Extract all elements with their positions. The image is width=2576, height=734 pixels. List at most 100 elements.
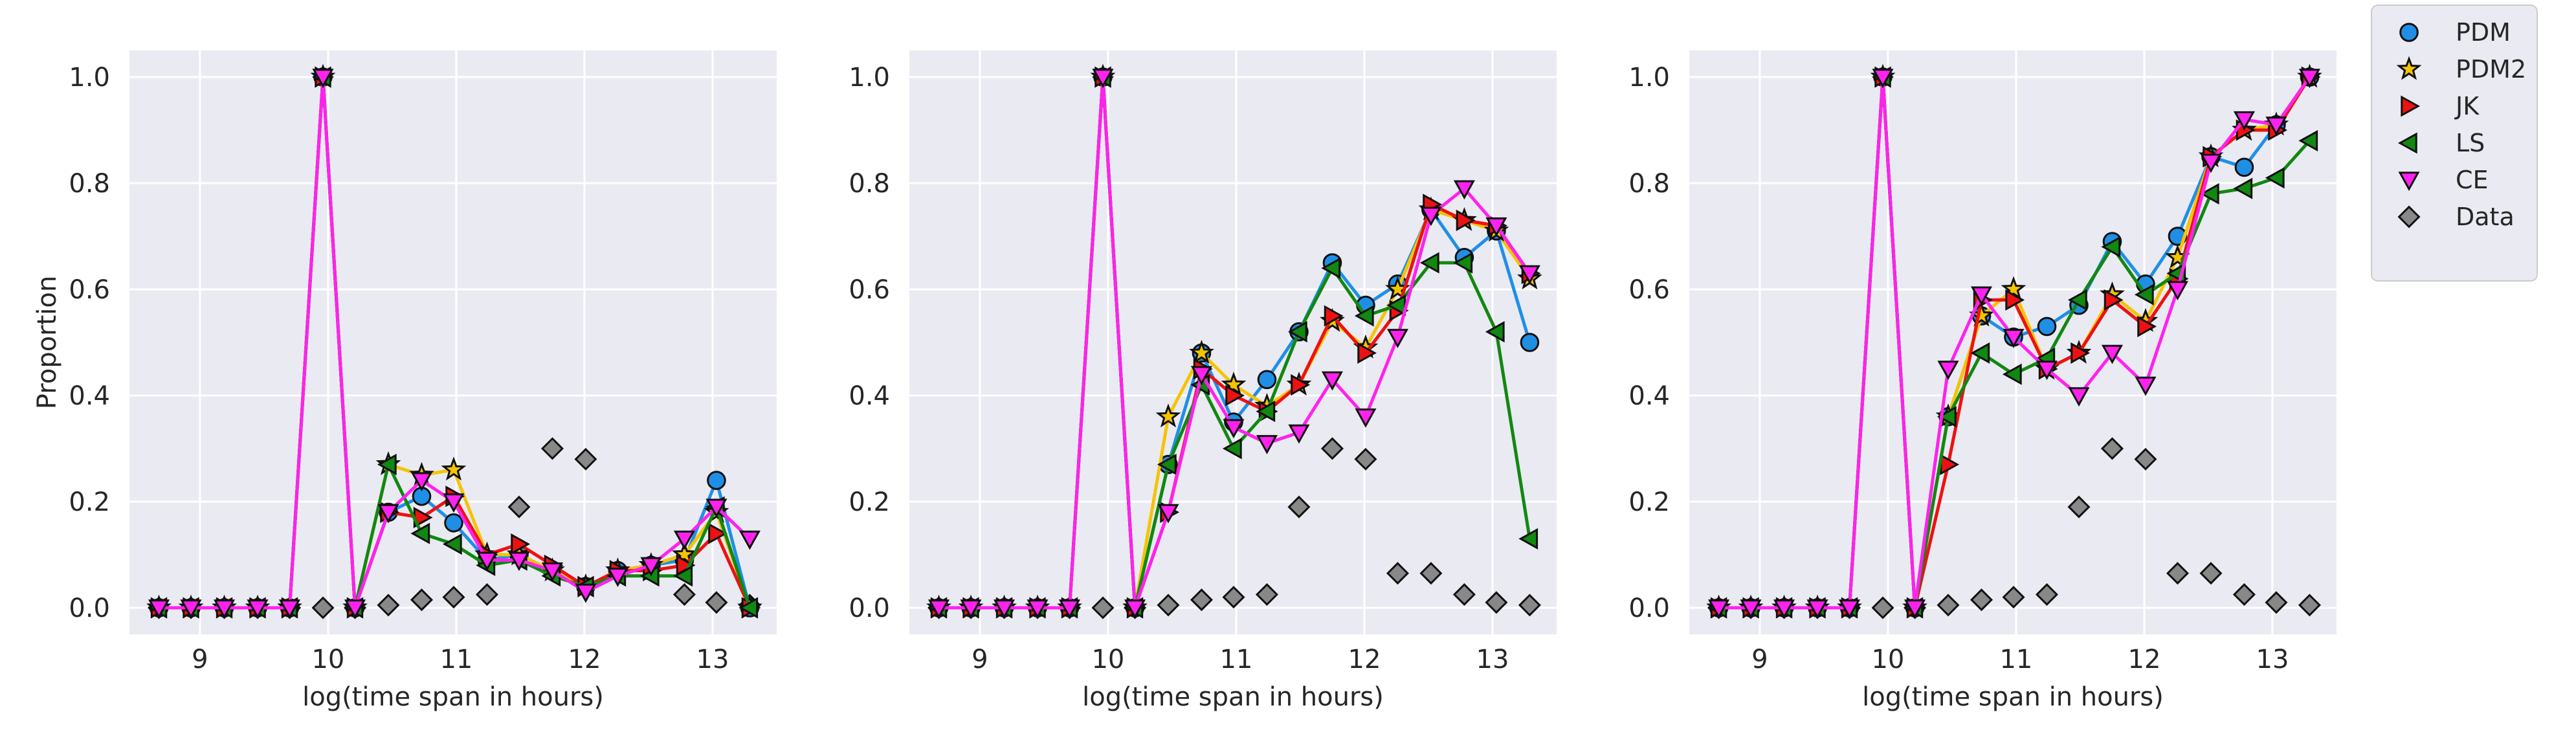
data-point [1419, 252, 1439, 274]
data-point [1321, 371, 1344, 391]
data-point [640, 557, 662, 577]
data-point [1190, 588, 1214, 612]
y-tick-label: 0.6 [849, 275, 890, 305]
data-point [1970, 588, 1993, 612]
y-tick-label: 0.0 [69, 594, 110, 623]
data-point [1806, 599, 1828, 619]
y-axis-label: Proportion [32, 276, 62, 409]
legend-label: LS [2456, 129, 2485, 157]
x-tick-label: 9 [972, 645, 988, 674]
y-tick-label: 0.4 [69, 381, 110, 411]
data-point [1485, 591, 1508, 614]
data-point [410, 472, 433, 492]
data-point [1222, 586, 1245, 609]
panel-2: 9 10 11 12 13 0.0 0.2 0.4 0.6 0.8 1.0 log(time span… [849, 50, 1557, 712]
data-point [1157, 454, 1177, 476]
data-point [1287, 495, 1311, 518]
legend-entry-jk: JK [2401, 92, 2480, 120]
data-point [1420, 206, 1442, 227]
data-point [1320, 437, 1344, 460]
x-tick-label: 10 [311, 645, 344, 674]
data-point [1221, 372, 1247, 396]
data-point [993, 599, 1016, 619]
data-point [1937, 406, 1957, 428]
legend-marker [2396, 56, 2422, 80]
data-point [673, 530, 695, 550]
data-point [960, 599, 982, 619]
data-point [1155, 403, 1181, 428]
data-point [1937, 361, 1959, 381]
data-point [2134, 284, 2154, 306]
legend-entry-pdm2: PDM2 [2396, 55, 2526, 83]
legend-marker [2397, 132, 2417, 154]
data-point [2233, 111, 2255, 131]
data-point [1354, 447, 1377, 471]
data-point [2036, 361, 2058, 381]
data-point [312, 69, 334, 89]
y-tick-label: 0.4 [849, 381, 890, 411]
data-point [1453, 180, 1475, 200]
data-point [410, 522, 430, 544]
data-point [708, 522, 728, 544]
data-point [1838, 599, 1861, 619]
legend-marker [2401, 95, 2421, 117]
data-point [444, 513, 463, 533]
data-point [1871, 596, 1894, 619]
data-point [377, 594, 400, 617]
y-tick-label: 0.2 [69, 487, 110, 517]
data-point [442, 533, 462, 555]
data-point [927, 599, 950, 619]
data-point [2001, 276, 2026, 300]
data-point [705, 591, 728, 614]
panel-1: 9 10 11 12 13 0.0 0.2 0.4 0.6 0.8 1.0 log(time span… [69, 50, 777, 712]
data-point [2101, 344, 2124, 364]
plot-area [129, 50, 777, 634]
y-tick-label: 0.2 [1628, 487, 1670, 517]
data-point [1225, 384, 1245, 406]
data-point [1157, 504, 1179, 524]
data-point [311, 596, 335, 619]
data-point [1970, 286, 1993, 306]
data-point [476, 551, 498, 572]
data-point [213, 599, 236, 619]
data-point [2104, 289, 2124, 311]
data-point [1970, 342, 1990, 364]
y-tick-label: 0.6 [1628, 275, 1670, 305]
data-point [1452, 583, 1476, 606]
data-point [738, 530, 761, 550]
data-point [2037, 317, 2057, 337]
data-point [377, 454, 397, 476]
legend-label: JK [2454, 92, 2480, 120]
data-point [2101, 236, 2121, 258]
data-point [410, 588, 434, 612]
legend-entry-pdm: PDM [2399, 18, 2511, 47]
data-point [2265, 167, 2285, 189]
data-point [2100, 437, 2124, 460]
data-point [738, 597, 759, 619]
data-point [1740, 599, 1762, 619]
data-point [2071, 342, 2091, 364]
data-point [1520, 333, 1540, 352]
data-point [1027, 599, 1049, 619]
data-point [606, 568, 629, 587]
data-point [1189, 339, 1214, 364]
data-point [1419, 562, 1443, 585]
legend-label: CE [2456, 166, 2489, 194]
data-point [2134, 447, 2157, 471]
data-point [2233, 177, 2253, 199]
x-tick-label: 12 [1348, 645, 1381, 674]
legend-box [2371, 5, 2538, 282]
data-point [1324, 305, 1344, 327]
data-point [1288, 424, 1310, 444]
data-point [1872, 69, 1894, 89]
x-axis-label: log(time span in hours) [302, 682, 604, 712]
data-point [377, 504, 399, 524]
x-tick-label: 13 [1476, 645, 1509, 674]
y-tick-label: 0.0 [1628, 594, 1670, 623]
data-point [475, 583, 498, 606]
series-ce [927, 69, 1540, 619]
series-ce [1707, 69, 2320, 619]
data-point [574, 447, 597, 471]
x-axis-label: log(time span in hours) [1862, 682, 2164, 712]
data-point [507, 495, 531, 518]
